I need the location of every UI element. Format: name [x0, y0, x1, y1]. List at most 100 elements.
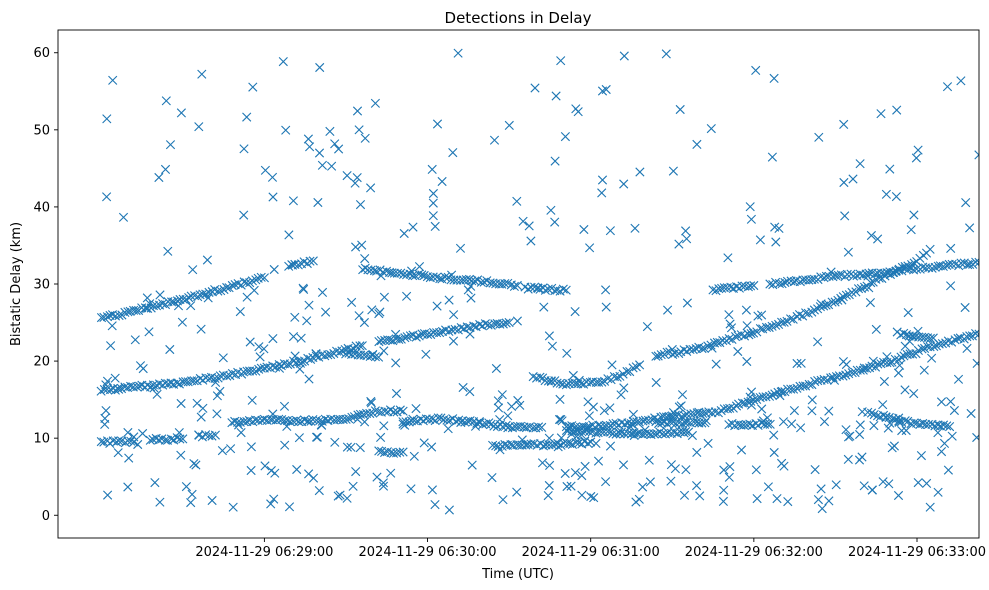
- clutter-point: [274, 363, 285, 373]
- x-axis: 2024-11-29 06:29:00 2024-11-29 06:30:00 20…: [195, 538, 986, 560]
- clutter-point: [186, 301, 196, 311]
- clutter-point: [906, 225, 916, 235]
- clutter-point: [933, 428, 943, 438]
- clutter-point: [758, 416, 768, 426]
- clutter-point: [663, 305, 673, 315]
- clutter-point: [295, 364, 305, 374]
- clutter-point: [236, 428, 246, 438]
- clutter-point: [270, 468, 280, 478]
- detection-point: [395, 447, 405, 457]
- detection-point: [655, 427, 665, 437]
- clutter-point: [628, 409, 638, 419]
- clutter-point: [294, 433, 304, 443]
- clutter-point: [487, 473, 497, 483]
- clutter-point: [634, 494, 644, 504]
- detection-point: [938, 261, 948, 271]
- clutter-point: [667, 413, 677, 423]
- detection-point: [908, 349, 918, 359]
- clutter-point: [605, 441, 616, 451]
- clutter-point: [584, 411, 594, 421]
- detection-point: [247, 276, 257, 286]
- clutter-point: [246, 465, 256, 476]
- clutter-point: [597, 188, 607, 198]
- detection-point: [433, 413, 443, 423]
- clutter-point: [211, 377, 221, 387]
- clutter-point: [544, 433, 554, 443]
- y-tick-label: 10: [33, 432, 50, 447]
- clutter-point: [348, 481, 358, 491]
- clutter-point: [288, 196, 298, 206]
- clutter-point: [751, 65, 761, 75]
- clutter-point: [642, 322, 652, 332]
- detection-point: [184, 293, 194, 303]
- clutter-point: [103, 490, 113, 500]
- detection-point: [530, 282, 540, 292]
- clutter-point: [746, 400, 757, 410]
- clutter-point: [865, 298, 875, 308]
- clutter-point: [334, 144, 344, 154]
- detection-point: [183, 377, 193, 387]
- detection-point: [114, 310, 124, 321]
- clutter-point: [287, 260, 298, 270]
- clutter-point: [539, 302, 549, 312]
- detection-point: [254, 364, 264, 374]
- clutter-point: [706, 124, 716, 134]
- clutter-point: [448, 336, 459, 346]
- clutter-point: [366, 396, 376, 407]
- clutter-point: [160, 164, 171, 174]
- clutter-point: [298, 283, 308, 293]
- clutter-point: [831, 480, 841, 490]
- clutter-point: [593, 456, 604, 466]
- y-tick-label: 40: [33, 200, 50, 215]
- clutter-point: [495, 445, 505, 455]
- clutter-point: [342, 442, 352, 452]
- clutter-point: [194, 430, 204, 440]
- detection-point: [770, 389, 780, 399]
- clutter-point: [444, 505, 454, 515]
- detection-point: [635, 360, 645, 370]
- clutter-point: [824, 496, 834, 506]
- detection-point: [308, 256, 318, 266]
- detection-point: [210, 373, 220, 383]
- clutter-point: [966, 408, 976, 419]
- detection-point: [782, 276, 793, 286]
- clutter-point: [355, 200, 366, 210]
- clutter-point: [260, 461, 270, 471]
- detection-point: [488, 440, 498, 450]
- clutter-point: [919, 365, 929, 375]
- clutter-point: [181, 482, 191, 492]
- detection-point: [746, 281, 756, 291]
- clutter-point: [428, 188, 438, 199]
- clutter-point: [724, 472, 734, 482]
- detection-point: [561, 285, 571, 295]
- y-tick-label: 30: [33, 278, 50, 293]
- detection-point: [879, 268, 890, 278]
- clutter-point: [571, 104, 581, 114]
- clutter-point: [601, 285, 611, 295]
- clutter-point: [719, 485, 729, 495]
- detection-point: [380, 406, 390, 416]
- clutter-point: [530, 83, 540, 93]
- clutter-point: [711, 359, 721, 369]
- clutter-point: [196, 412, 206, 422]
- clutter-point: [661, 49, 671, 59]
- clutter-point: [813, 337, 823, 347]
- detection-point: [608, 419, 618, 429]
- detection-point: [381, 266, 392, 276]
- x-tick-label: 2024-11-29 06:30:00: [359, 545, 497, 560]
- clutter-point: [226, 444, 236, 454]
- detection-point: [640, 429, 650, 439]
- clutter-point: [187, 489, 197, 499]
- clutter-point: [859, 363, 869, 373]
- clutter-point: [554, 414, 565, 425]
- clutter-point: [577, 471, 587, 481]
- clutter-point: [736, 445, 747, 455]
- plot-area: [96, 48, 979, 515]
- detection-point: [294, 417, 304, 427]
- detection-point: [207, 431, 217, 441]
- detection-point: [909, 418, 919, 428]
- detection-point: [765, 279, 775, 289]
- clutter-point: [526, 236, 536, 246]
- detection-point: [355, 341, 365, 351]
- detection-point: [350, 349, 360, 359]
